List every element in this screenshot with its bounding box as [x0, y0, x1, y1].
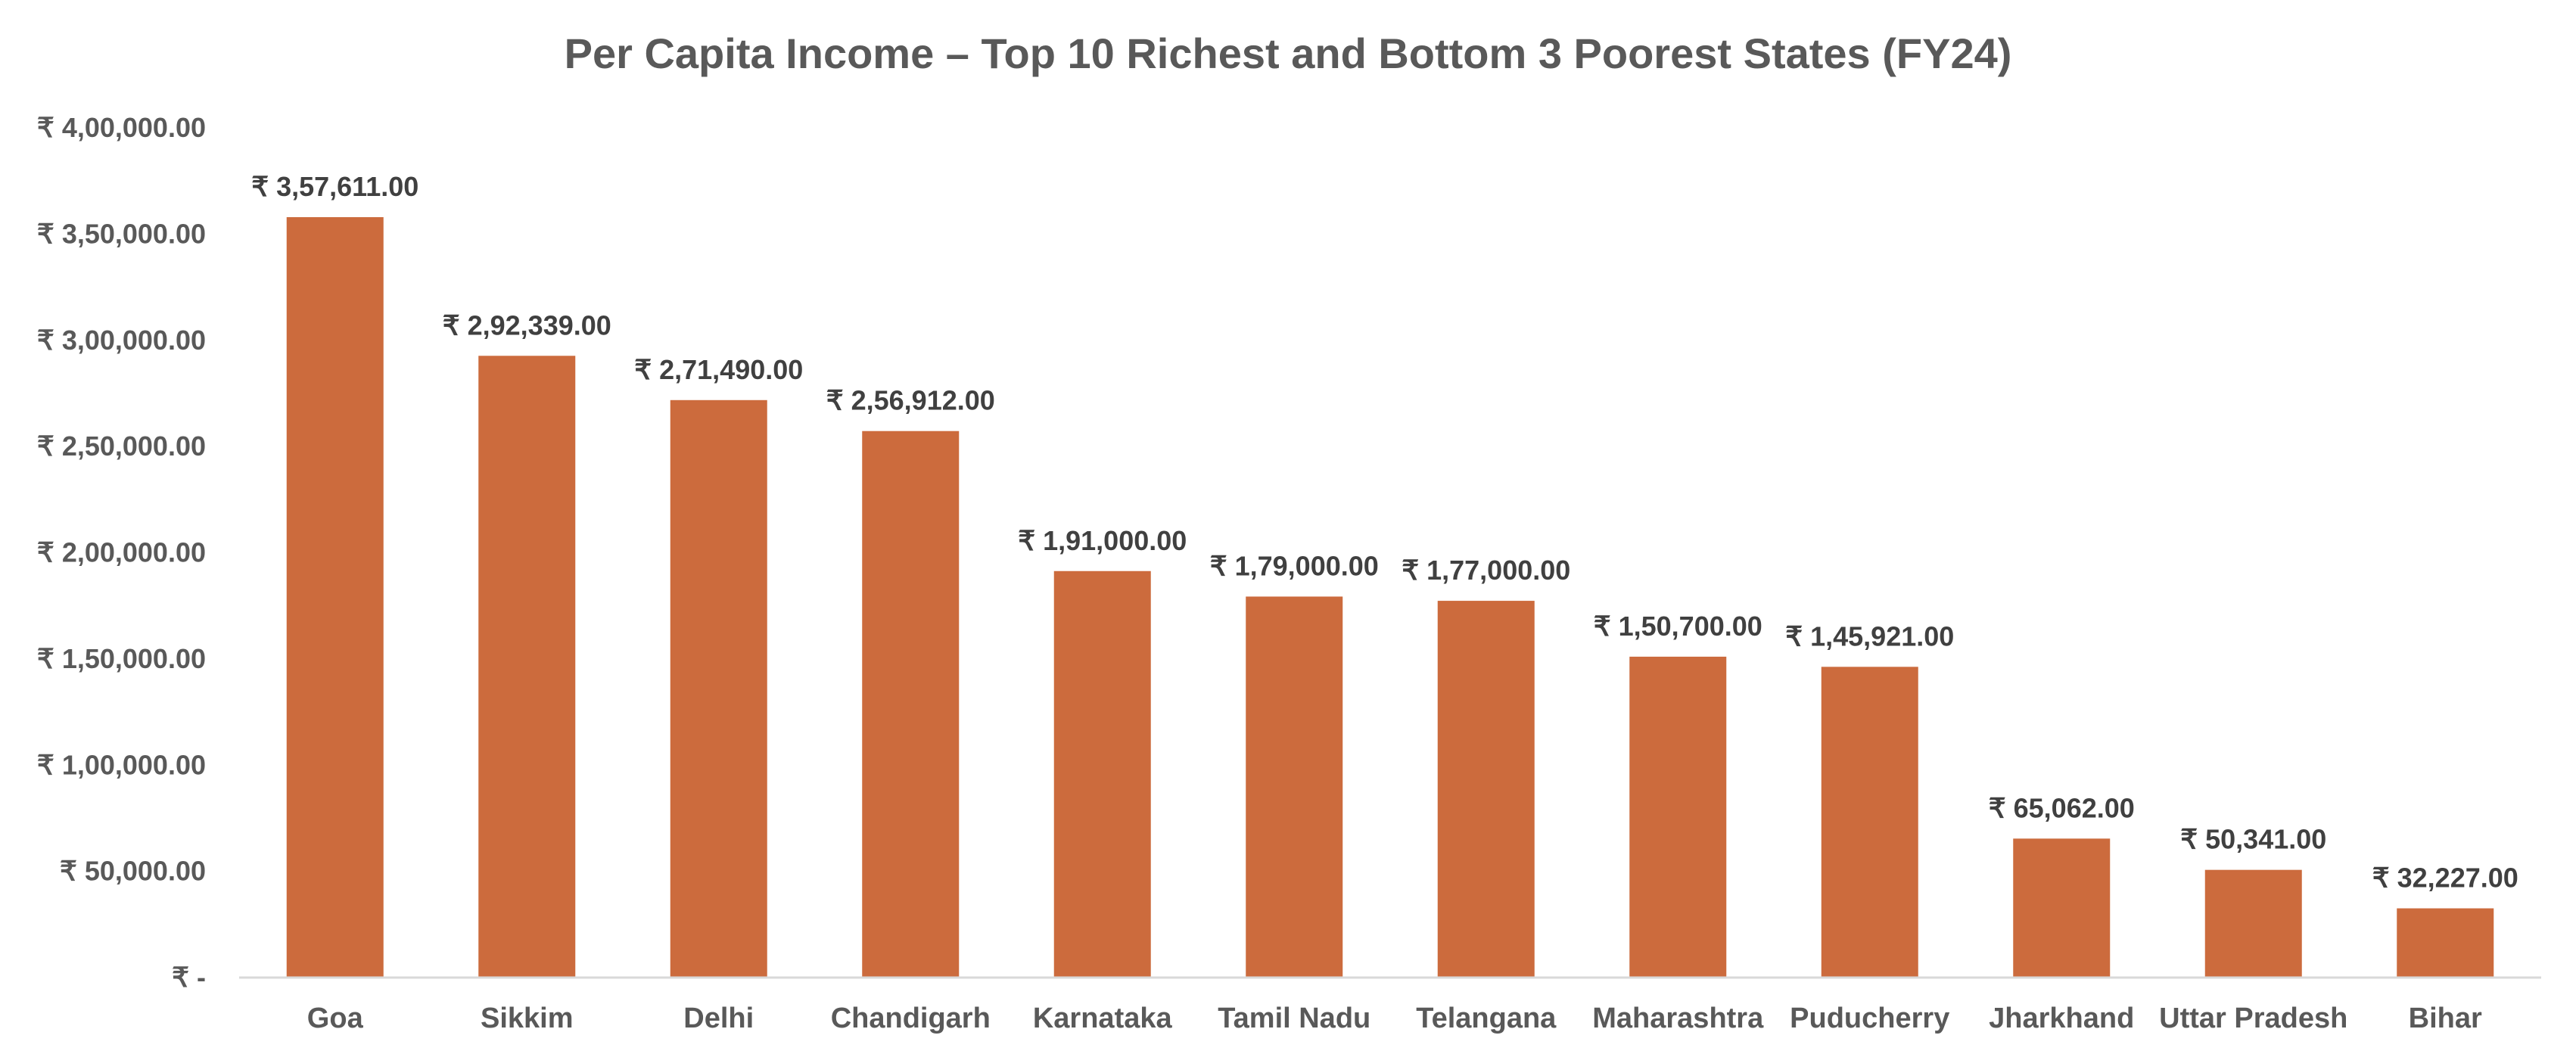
data-label: ₹ 2,56,912.00 [826, 385, 995, 416]
data-labels: ₹ 3,57,611.00 ₹ 2,92,339.00 ₹ 2,71,490.00 ₹… [251, 171, 2518, 894]
data-label: ₹ 3,57,611.00 [251, 171, 418, 202]
x-tick-label: Goa [307, 1003, 364, 1034]
data-label: ₹ 2,92,339.00 [443, 309, 611, 340]
x-axis: Goa Sikkim Delhi Chandigarh Karnataka Tamil N… [239, 976, 2541, 1034]
bar-karnataka [1053, 570, 1151, 977]
bar-chandigarh [862, 431, 960, 977]
y-tick-label: ₹ - [172, 962, 206, 993]
bar-sikkim [478, 356, 576, 977]
x-tick-label: Chandigarh [831, 1003, 991, 1034]
x-tick-label: Telangana [1416, 1003, 1557, 1034]
y-tick-label: ₹ 50,000.00 [60, 856, 206, 887]
data-label: ₹ 1,50,700.00 [1594, 611, 1762, 642]
data-label: ₹ 32,227.00 [2372, 863, 2518, 894]
data-label: ₹ 65,062.00 [1989, 792, 2135, 823]
bar-series [286, 217, 2494, 978]
x-tick-label: Puducherry [1790, 1003, 1949, 1034]
y-tick-label: ₹ 3,50,000.00 [37, 218, 206, 249]
x-tick-label: Jharkhand [1989, 1003, 2134, 1034]
data-label: ₹ 50,341.00 [2180, 824, 2326, 855]
x-tick-label: Bihar [2409, 1003, 2482, 1034]
bar-uttar-pradesh [2204, 869, 2302, 977]
data-label: ₹ 1,91,000.00 [1018, 525, 1187, 556]
data-label: ₹ 2,71,490.00 [634, 354, 803, 385]
x-tick-label: Delhi [683, 1003, 754, 1034]
y-tick-label: ₹ 2,50,000.00 [37, 431, 206, 462]
y-axis: ₹ - ₹ 50,000.00 ₹ 1,00,000.00 ₹ 1,50,000.00… [37, 112, 206, 993]
x-tick-label: Maharashtra [1592, 1003, 1764, 1034]
bar-delhi [670, 399, 767, 977]
bar-tamil-nadu [1246, 596, 1343, 977]
y-tick-label: ₹ 4,00,000.00 [37, 112, 206, 143]
x-tick-label: Sikkim [481, 1003, 574, 1034]
bar-puducherry [1821, 667, 1918, 977]
bar-telangana [1437, 601, 1535, 977]
bar-maharashtra [1629, 656, 1727, 977]
y-tick-label: ₹ 1,00,000.00 [37, 749, 206, 780]
bar-goa [286, 217, 384, 978]
x-tick-label: Uttar Pradesh [2159, 1003, 2347, 1034]
x-tick-label: Karnataka [1033, 1003, 1173, 1034]
y-tick-label: ₹ 1,50,000.00 [37, 643, 206, 674]
y-tick-label: ₹ 2,00,000.00 [37, 537, 206, 568]
chart-title: Per Capita Income – Top 10 Richest and B… [564, 30, 2012, 77]
data-label: ₹ 1,79,000.00 [1210, 550, 1379, 581]
data-label: ₹ 1,45,921.00 [1785, 620, 1954, 651]
bar-jharkhand [2013, 838, 2111, 977]
data-label: ₹ 1,77,000.00 [1402, 555, 1570, 586]
y-tick-label: ₹ 3,00,000.00 [37, 325, 206, 356]
x-tick-label: Tamil Nadu [1218, 1003, 1370, 1034]
bar-bihar [2397, 908, 2494, 977]
